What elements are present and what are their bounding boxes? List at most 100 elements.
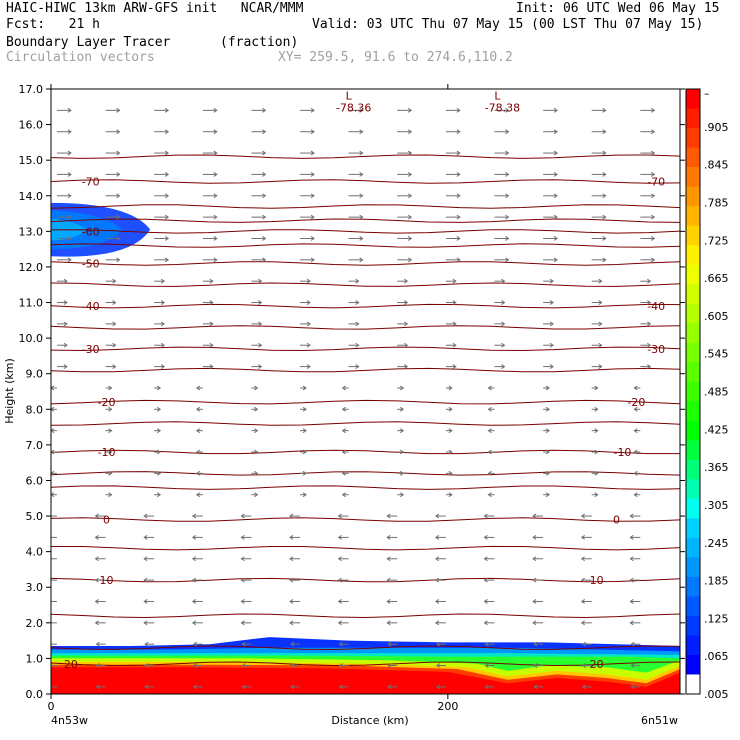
colorbar-swatch — [686, 342, 700, 363]
wind-vector-head — [258, 364, 263, 370]
wind-vector-head — [630, 663, 635, 668]
wind-vector-head — [651, 257, 656, 263]
y-tick-label: 16.0 — [19, 119, 44, 132]
wind-vector-head — [310, 214, 315, 220]
wind-vector-head — [633, 428, 638, 434]
wind-vector-head — [598, 321, 603, 327]
wind-vector-head — [581, 641, 586, 647]
wind-vector-head — [359, 257, 364, 263]
wind-vector-head — [67, 214, 72, 220]
wind-vector-head — [448, 428, 453, 434]
wind-vector-head — [94, 599, 99, 604]
wind-vector-head — [67, 193, 72, 199]
wind-vector-head — [254, 449, 259, 455]
wind-vector-head — [403, 278, 409, 284]
wind-vector-head — [338, 684, 343, 690]
wind-vector-head — [647, 342, 652, 348]
wind-vector-head — [290, 641, 295, 647]
contour-label: 0 — [103, 514, 110, 527]
wind-vector-head — [258, 300, 263, 305]
wind-vector-head — [448, 492, 453, 498]
x-start-label: 4n53w — [51, 714, 88, 727]
wind-vector-head — [51, 428, 55, 434]
colorbar-swatch — [686, 479, 700, 500]
wind-vector-head — [67, 171, 72, 177]
wind-vector-head — [403, 342, 409, 348]
colorbar-label: .185 — [704, 575, 729, 588]
wind-vector-head — [262, 107, 267, 113]
wind-vector-head — [144, 684, 149, 690]
wind-vector-head — [94, 556, 99, 562]
wind-vector-head — [407, 150, 413, 156]
contour-line — [51, 449, 680, 455]
wind-vector-head — [435, 663, 441, 668]
contour-label: 20 — [590, 658, 604, 671]
temperature-contours — [51, 154, 680, 667]
wind-vector-head — [487, 449, 492, 455]
wind-vector-head — [629, 556, 634, 562]
wind-vector-head — [532, 556, 537, 562]
colorbar-swatch — [686, 381, 700, 402]
contour-label: 0 — [613, 514, 620, 527]
wind-vector-head — [213, 107, 218, 113]
wind-vector-head — [598, 278, 603, 284]
wind-vector-head — [310, 107, 315, 113]
wind-vector-head — [602, 150, 607, 156]
contour-line — [51, 399, 680, 405]
wind-vector-head — [164, 257, 170, 263]
wind-vector-head — [306, 342, 311, 348]
wind-vector-head — [164, 150, 170, 156]
wind-vector-head — [452, 342, 457, 348]
wind-vector-head — [108, 449, 113, 455]
wind-vector-head — [355, 321, 360, 327]
colorbar-swatch — [686, 596, 700, 617]
wind-vector-head — [448, 449, 453, 455]
wind-vector-head — [629, 599, 634, 604]
wind-vector-head — [651, 236, 656, 241]
wind-vector-head — [302, 385, 307, 391]
contour-line — [51, 218, 680, 223]
wind-vector-head — [302, 470, 307, 476]
colorbar-swatch — [686, 108, 700, 129]
colorbar-swatch — [686, 518, 700, 539]
wind-vector-head — [195, 428, 201, 434]
wind-vector-head — [47, 599, 50, 603]
wind-vector-head — [355, 364, 360, 370]
wind-vector-head — [580, 513, 585, 519]
wind-vector-head — [386, 577, 391, 583]
wind-vector-head — [407, 236, 413, 241]
plot-background — [51, 89, 680, 694]
wind-vector-head — [289, 599, 294, 604]
wind-vector-head — [580, 620, 585, 626]
colorbar-swatch — [686, 654, 700, 676]
wind-vector-head — [386, 620, 391, 626]
wind-vector-head — [386, 556, 391, 562]
wind-vector-head — [386, 513, 391, 519]
colorbar-swatch — [686, 615, 700, 637]
y-tick-label: 13.0 — [19, 225, 44, 238]
wind-vector-head — [355, 278, 360, 284]
wind-vector-head — [594, 385, 599, 391]
contour-label: -70 — [82, 176, 100, 189]
wind-vector-head — [338, 663, 343, 668]
wind-vector-head — [258, 321, 263, 327]
wind-vector-head — [67, 236, 72, 241]
wind-vector-head — [262, 257, 267, 263]
wind-vector-head — [191, 599, 197, 604]
contour-label: -30 — [647, 343, 665, 356]
wind-vector-head — [160, 321, 166, 327]
wind-vector-head — [483, 577, 488, 583]
wind-vector-head — [598, 364, 603, 370]
wind-vector-head — [156, 492, 162, 498]
wind-vector-head — [452, 300, 457, 305]
wind-vector-head — [651, 171, 656, 177]
colorbar-swatch — [686, 264, 700, 285]
wind-vector-head — [505, 171, 510, 177]
wind-vector-head — [191, 577, 197, 583]
contour-line — [51, 325, 680, 330]
wind-vector-head — [112, 364, 117, 370]
wind-vector-head — [254, 406, 259, 412]
wind-vector-head — [456, 150, 461, 156]
wind-vector-head — [306, 300, 311, 305]
x-axis: 0 200 — [48, 84, 458, 713]
